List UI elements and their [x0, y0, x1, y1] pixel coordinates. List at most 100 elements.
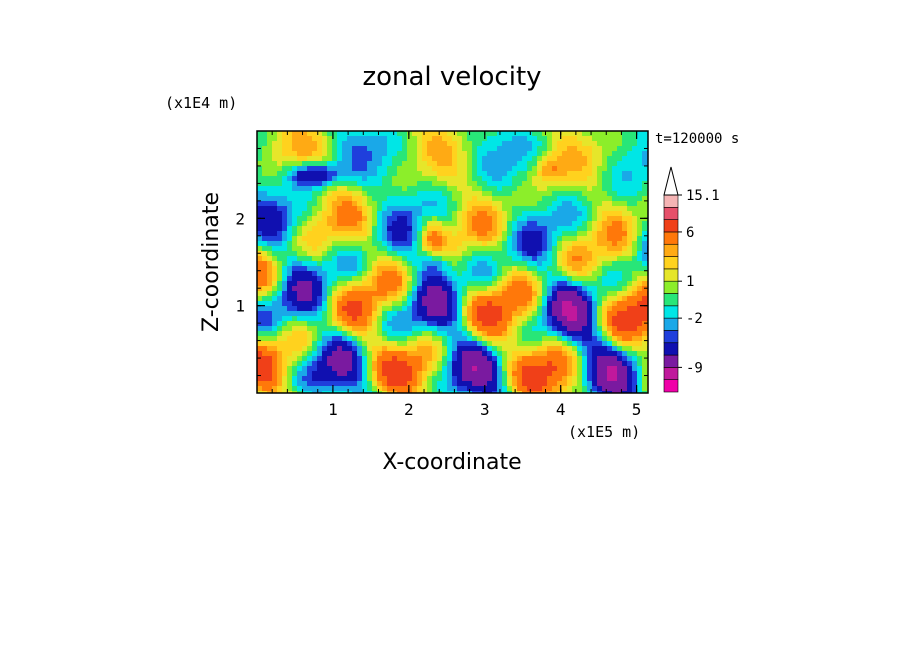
field-cell — [357, 346, 363, 352]
field-cell — [357, 141, 363, 147]
field-cell — [417, 356, 423, 362]
field-cell — [637, 316, 643, 322]
field-cell — [547, 216, 553, 222]
field-cell — [592, 331, 598, 337]
field-cell — [547, 236, 553, 242]
field-cell — [512, 316, 518, 322]
field-cell — [347, 246, 353, 252]
field-cell — [287, 271, 293, 277]
field-cell — [637, 131, 643, 137]
field-cell — [472, 231, 478, 237]
field-cell — [312, 186, 318, 192]
field-cell — [467, 276, 473, 282]
field-cell — [487, 346, 493, 352]
field-cell — [507, 216, 513, 222]
field-cell — [617, 311, 623, 317]
field-cell — [467, 341, 473, 347]
field-cell — [402, 286, 408, 292]
field-cell — [312, 376, 318, 382]
field-cell — [517, 291, 523, 297]
field-cell — [447, 271, 453, 277]
field-cell — [407, 181, 413, 187]
field-cell — [382, 391, 388, 393]
field-cell — [257, 196, 263, 202]
field-cell — [332, 296, 338, 302]
field-cell — [382, 136, 388, 142]
field-cell — [637, 296, 643, 302]
field-cell — [297, 391, 303, 393]
field-cell — [397, 356, 403, 362]
field-cell — [462, 306, 468, 312]
field-cell — [517, 311, 523, 317]
field-cell — [312, 251, 318, 257]
field-cell — [562, 311, 568, 317]
field-cell — [377, 386, 383, 392]
field-cell — [367, 371, 373, 377]
field-cell — [487, 226, 493, 232]
field-cell — [507, 346, 513, 352]
field-cell — [392, 321, 398, 327]
field-cell — [497, 166, 503, 172]
field-cell — [402, 246, 408, 252]
field-cell — [502, 306, 508, 312]
time-label: t=120000 s — [655, 131, 739, 147]
field-cell — [262, 306, 268, 312]
field-cell — [607, 326, 613, 332]
field-cell — [557, 251, 563, 257]
field-cell — [432, 151, 438, 157]
field-cell — [292, 351, 298, 357]
field-cell — [272, 391, 278, 393]
field-cell — [402, 301, 408, 307]
field-cell — [392, 176, 398, 182]
field-cell — [437, 271, 443, 277]
field-cell — [577, 186, 583, 192]
field-cell — [257, 311, 263, 317]
field-cell — [322, 196, 328, 202]
field-cell — [632, 181, 638, 187]
field-cell — [522, 326, 528, 332]
field-cell — [467, 241, 473, 247]
field-cell — [582, 211, 588, 217]
field-cell — [312, 371, 318, 377]
field-cell — [597, 341, 603, 347]
field-cell — [472, 276, 478, 282]
field-cell — [347, 356, 353, 362]
field-cell — [437, 131, 443, 137]
field-cell — [322, 296, 328, 302]
field-cell — [402, 331, 408, 337]
field-cell — [567, 316, 573, 322]
field-cell — [472, 331, 478, 337]
field-cell — [462, 311, 468, 317]
field-cell — [562, 241, 568, 247]
field-cell — [337, 241, 343, 247]
field-cell — [542, 356, 548, 362]
field-cell — [392, 151, 398, 157]
field-cell — [362, 271, 368, 277]
field-cell — [312, 306, 318, 312]
field-cell — [512, 301, 518, 307]
field-cell — [362, 326, 368, 332]
field-cell — [432, 171, 438, 177]
field-cell — [412, 316, 418, 322]
field-cell — [272, 286, 278, 292]
field-cell — [482, 266, 488, 272]
field-cell — [332, 226, 338, 232]
field-cell — [267, 201, 273, 207]
field-cell — [542, 321, 548, 327]
field-cell — [547, 306, 553, 312]
field-cell — [467, 321, 473, 327]
field-cell — [542, 166, 548, 172]
field-cell — [462, 231, 468, 237]
field-cell — [517, 361, 523, 367]
field-cell — [642, 306, 648, 312]
field-cell — [537, 266, 543, 272]
field-cell — [587, 311, 593, 317]
field-cell — [382, 266, 388, 272]
field-cell — [362, 191, 368, 197]
field-cell — [572, 151, 578, 157]
field-cell — [542, 156, 548, 162]
field-cell — [472, 181, 478, 187]
field-cell — [382, 386, 388, 392]
field-cell — [567, 201, 573, 207]
field-cell — [507, 251, 513, 257]
